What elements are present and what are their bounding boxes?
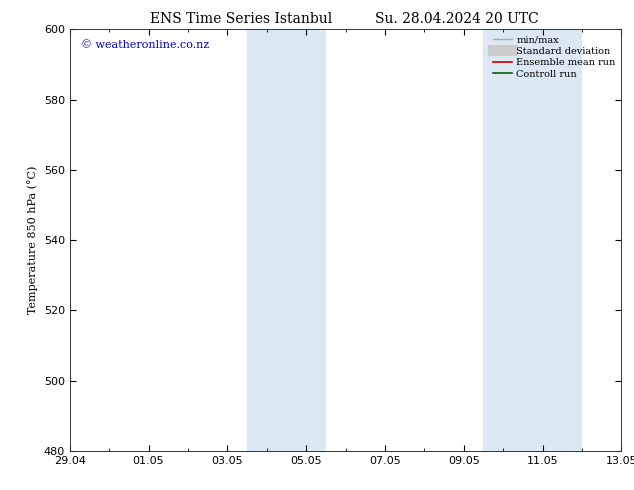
Bar bbox=[247, 29, 326, 451]
Legend: min/max, Standard deviation, Ensemble mean run, Controll run: min/max, Standard deviation, Ensemble me… bbox=[489, 31, 619, 82]
Text: © weatheronline.co.nz: © weatheronline.co.nz bbox=[81, 40, 209, 50]
Text: Su. 28.04.2024 20 UTC: Su. 28.04.2024 20 UTC bbox=[375, 12, 538, 26]
Bar bbox=[483, 29, 582, 451]
Text: ENS Time Series Istanbul: ENS Time Series Istanbul bbox=[150, 12, 332, 26]
Y-axis label: Temperature 850 hPa (°C): Temperature 850 hPa (°C) bbox=[27, 166, 38, 314]
